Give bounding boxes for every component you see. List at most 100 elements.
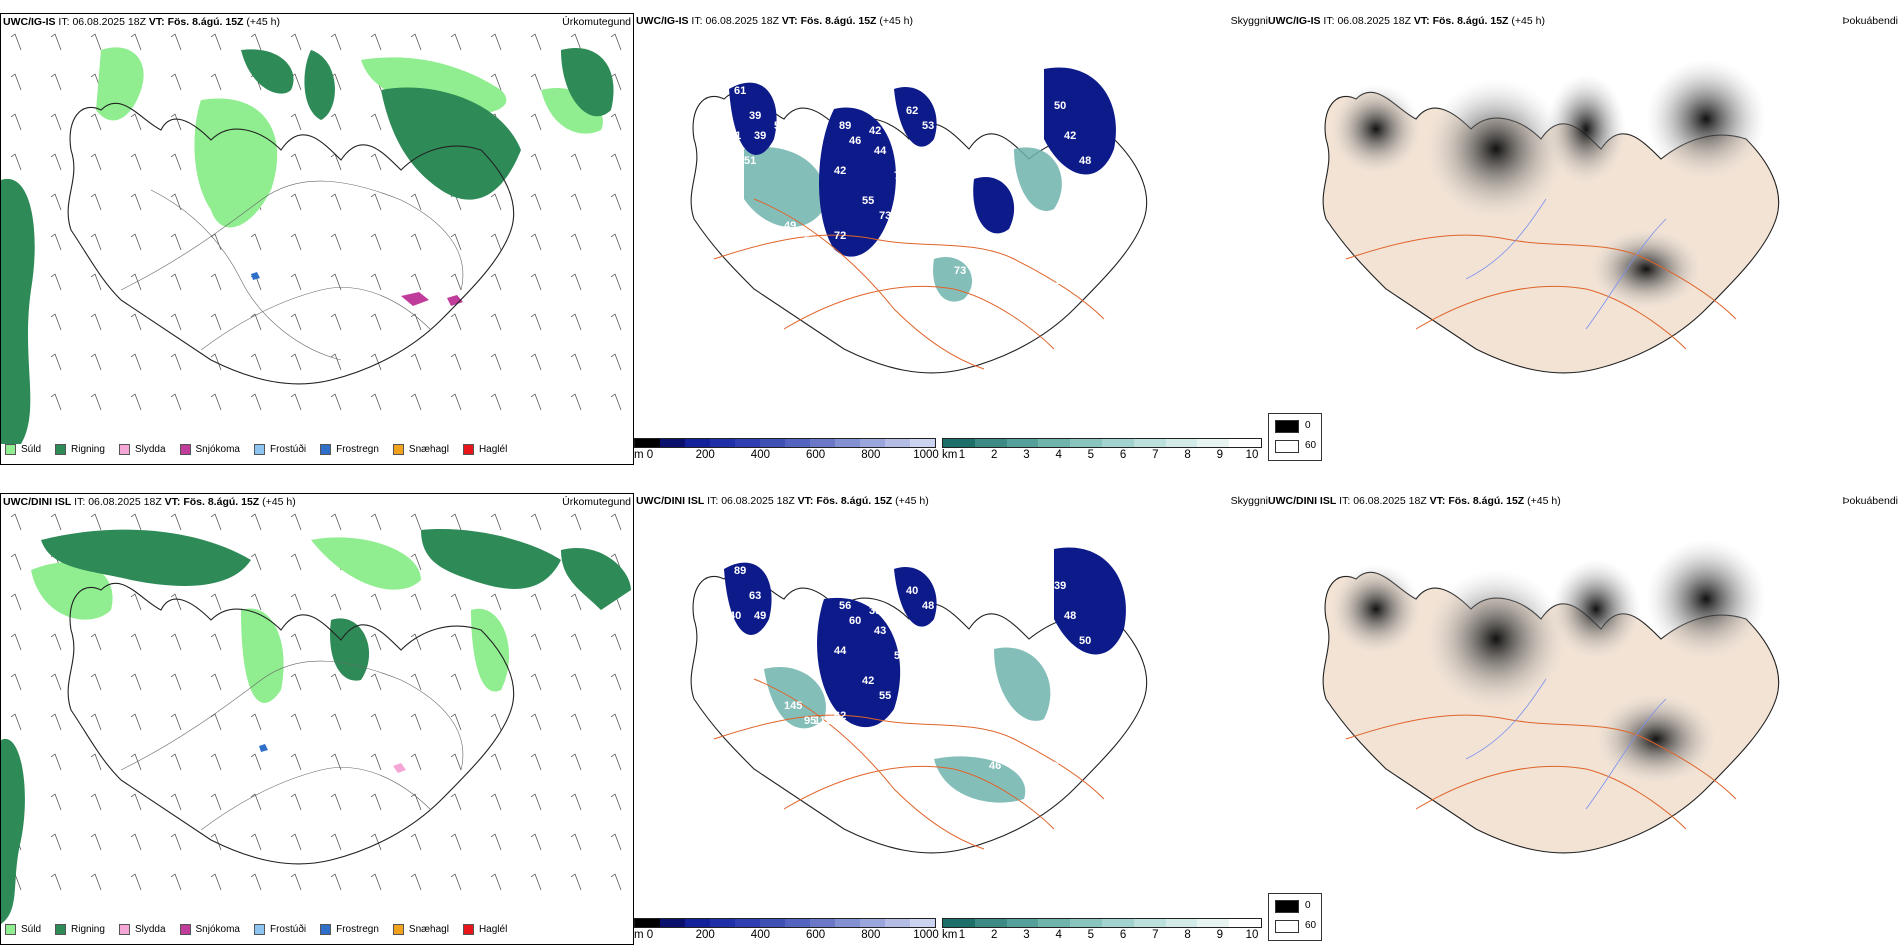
cloud-base-label: 63 — [749, 590, 761, 602]
wind-barb — [330, 233, 342, 251]
wind-barb — [130, 353, 142, 371]
wind-barb — [210, 513, 222, 531]
cloud-base-label: 73 — [879, 210, 891, 222]
cloud-base-label: 55 — [879, 690, 891, 702]
wind-barb — [90, 513, 102, 531]
wind-barb — [170, 673, 182, 691]
height-unit: m — [634, 449, 644, 461]
wind-barb — [370, 193, 382, 211]
legend-item: Súld — [5, 923, 42, 935]
colorbar-cell — [1101, 439, 1134, 447]
fog-indicator-panel-bottom: UWC/DINI ISL IT: 06.08.2025 18Z VT: Fös.… — [1266, 493, 1900, 945]
wind-barb — [570, 233, 582, 251]
legend-item: Súld — [5, 443, 41, 455]
colorbar-tick: 800 — [861, 929, 881, 941]
colorbar-cell — [1229, 439, 1261, 447]
wind-barb — [10, 673, 22, 691]
colorbar-cell — [1038, 919, 1071, 927]
fog-indicator-panel-top: UWC/IG-IS IT: 06.08.2025 18Z VT: Fös. 8.… — [1266, 13, 1900, 465]
wind-barb — [570, 353, 582, 371]
wind-barb — [530, 793, 542, 811]
fog-legend: 0 60 — [1268, 413, 1322, 461]
wind-barb — [570, 713, 582, 731]
wind-barb — [210, 33, 222, 51]
colorbar-tick: 8 — [1184, 929, 1191, 941]
wind-barb — [570, 793, 582, 811]
wind-barb — [370, 873, 382, 891]
colorbar-cell — [710, 439, 735, 447]
wind-barb — [50, 233, 62, 251]
wind-barb — [410, 593, 422, 611]
fog-areas — [1331, 539, 1766, 784]
panel-title: UWC/DINI ISL IT: 06.08.2025 18Z VT: Fös.… — [1268, 495, 1898, 507]
fog-legend-light-swatch — [1275, 920, 1299, 933]
wind-barb — [50, 153, 62, 171]
wind-barb — [250, 313, 262, 331]
wind-barb — [130, 593, 142, 611]
legend-swatch — [118, 443, 130, 455]
cloud-base-label: 53 — [964, 100, 976, 112]
wind-barb — [130, 233, 142, 251]
wind-barb — [530, 33, 542, 51]
wind-barb — [330, 513, 342, 531]
wind-barb — [290, 273, 302, 291]
wind-barb — [130, 713, 142, 731]
wind-barb — [370, 513, 382, 531]
height-colorbar-ticks: 0 200 400 600 800 1000 — [634, 929, 939, 943]
cloud-base-label: 42 — [1064, 130, 1076, 142]
cloud-base-label: 43 — [874, 625, 886, 637]
road-network — [1345, 234, 1737, 350]
colorbar-tick: 6 — [1119, 929, 1127, 941]
colorbar-cell — [910, 439, 935, 447]
wind-barb — [530, 593, 542, 611]
wind-barb — [610, 233, 622, 251]
wind-barb — [330, 153, 342, 171]
wind-barb — [250, 393, 262, 411]
cloud-base-label: 72 — [894, 170, 906, 182]
legend-label: Súld — [21, 923, 42, 935]
wind-barb — [450, 873, 462, 891]
wind-barb — [450, 273, 462, 291]
wind-barb — [610, 833, 622, 851]
colorbar-tick: 400 — [750, 929, 770, 941]
wind-barb — [50, 673, 62, 691]
panel-type-label: Þokuábendi — [1842, 495, 1898, 507]
cloud-base-label: 53 — [909, 185, 921, 197]
wind-barb — [530, 713, 542, 731]
wind-barb — [450, 713, 462, 731]
panel-type-label: Skyggni — [1230, 495, 1268, 507]
wind-barb — [370, 713, 382, 731]
panel-type-label: Úrkomutegund — [562, 496, 631, 508]
cloud-base-label: 49 — [784, 220, 796, 232]
colorbar-cell — [1133, 919, 1166, 927]
wind-barb — [50, 833, 62, 851]
wind-barb — [610, 153, 622, 171]
colorbar-tick: 7 — [1152, 929, 1159, 941]
cloud-base-label: 56 — [804, 235, 816, 247]
low-visibility-areas — [744, 147, 1062, 302]
cloud-base-label: 48 — [1079, 155, 1091, 167]
wind-barb — [250, 233, 262, 251]
wind-barb — [130, 153, 142, 171]
cloud-base-label: 62 — [906, 105, 918, 117]
legend-label: Rigning — [71, 443, 105, 455]
height-colorbar-ticks: 0 200 400 600 800 1000 — [634, 449, 939, 463]
wind-barb — [290, 193, 302, 211]
wind-barb — [250, 713, 262, 731]
wind-barb — [290, 33, 302, 51]
cloud-base-label: 91 — [1054, 755, 1066, 767]
legend-item: Frostregn — [320, 443, 379, 455]
wind-barb — [450, 753, 462, 771]
legend-swatch — [5, 443, 16, 455]
mixed-spots — [259, 744, 406, 773]
fog-legend-dark-swatch — [1275, 420, 1299, 433]
wind-barb — [130, 793, 142, 811]
wind-barb — [610, 73, 622, 91]
road-network — [713, 198, 1105, 370]
wind-barb — [490, 73, 502, 91]
wind-barb — [10, 593, 22, 611]
wind-barb — [210, 753, 222, 771]
legend-swatch — [462, 923, 474, 935]
wind-barb — [50, 393, 62, 411]
